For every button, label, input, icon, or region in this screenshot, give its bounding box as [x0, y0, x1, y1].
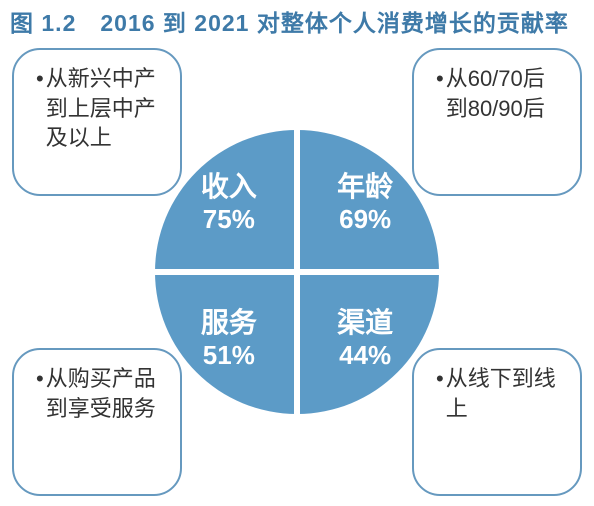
bullet-dot: •: [436, 64, 444, 123]
pie-slice-pct: 44%: [320, 341, 410, 370]
pie-chart: [145, 120, 449, 424]
callout-text: 从线下到线上: [446, 364, 562, 423]
pie-slice-channel: 渠道 44%: [320, 308, 410, 369]
pie-slice-name: 年龄: [320, 172, 410, 203]
pie-slice-pct: 51%: [184, 341, 274, 370]
bullet-dot: •: [36, 364, 44, 423]
pie-slice-pct: 69%: [320, 205, 410, 234]
pie-slice-pct: 75%: [184, 205, 274, 234]
pie-slice-income: 收入 75%: [184, 172, 274, 233]
pie-slice-name: 收入: [184, 172, 274, 203]
pie-slice-age: 年龄 69%: [320, 172, 410, 233]
chart-canvas: • 从新兴中产到上层中产及以上 • 从60/70后到80/90后 • 从购买产品…: [0, 38, 594, 506]
pie-slice-name: 服务: [184, 308, 274, 339]
pie-slice-service: 服务 51%: [184, 308, 274, 369]
callout-text: 从60/70后到80/90后: [446, 64, 562, 123]
chart-title: 图 1.2 2016 到 2021 对整体个人消费增长的贡献率: [0, 4, 594, 38]
bullet-dot: •: [36, 64, 44, 153]
pie-slice-name: 渠道: [320, 308, 410, 339]
